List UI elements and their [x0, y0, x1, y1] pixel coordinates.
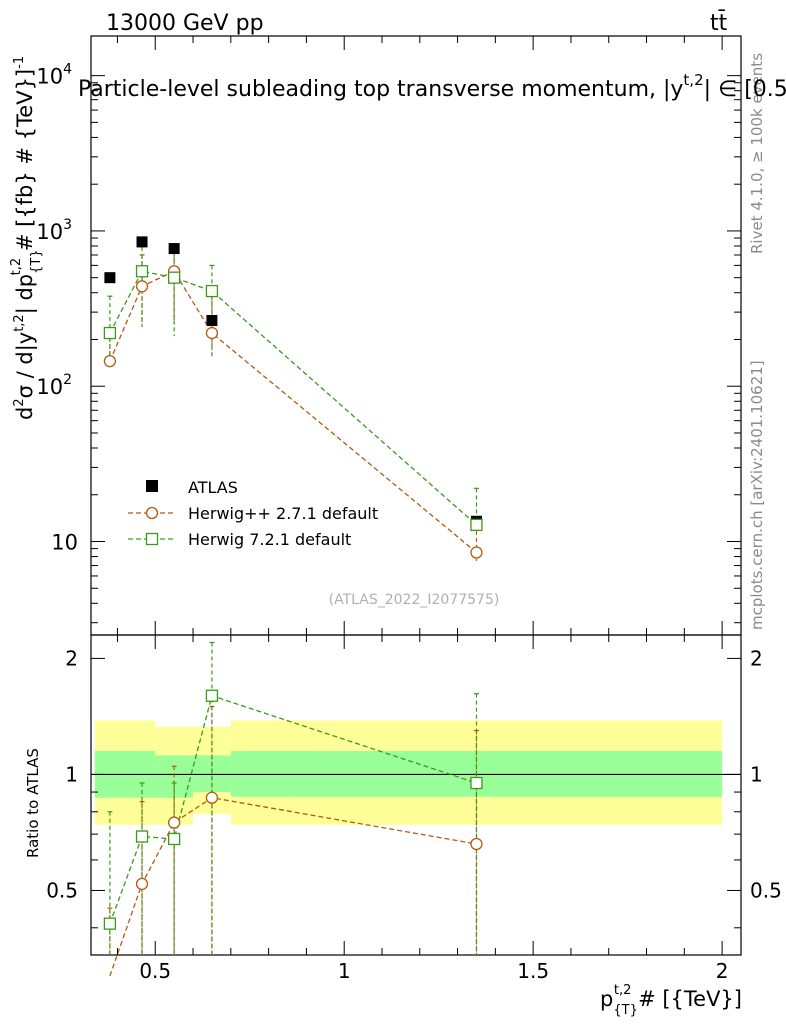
ratio-point-herwigpp	[470, 837, 483, 851]
ratio-ylabel: Ratio to ATLAS	[24, 748, 42, 858]
main-point-herwig7	[135, 265, 149, 278]
energy-label: 13000 GeV pp	[106, 11, 264, 36]
legend-marker-herwig7	[145, 532, 159, 546]
main-ylabel: d2σ / d|yt,2| dp{T}t,2 # [{fb} # {TeV}]-…	[9, 56, 44, 420]
main-ticks-layer: 10 102 103 104	[36, 36, 741, 635]
main-series-layer	[103, 236, 483, 561]
mcplots-label: mcplots.cern.ch [arXiv:2401.10621]	[748, 360, 766, 630]
ratio-ytick-label-right: 0.5	[750, 878, 782, 902]
ratio-point-herwig7	[167, 832, 181, 846]
ratio-ytick-label-left: 2	[65, 646, 78, 670]
legend-label-atlas: ATLAS	[188, 478, 238, 497]
legend-label-herwigpp: Herwig++ 2.7.1 default	[188, 504, 378, 523]
main-point-herwigpp	[205, 326, 219, 340]
ratio-point-herwig7	[470, 776, 483, 790]
ratio-ytick-label-left: 0.5	[46, 878, 78, 902]
main-point-herwig7	[167, 271, 181, 284]
main-point-atlas	[206, 314, 218, 326]
ratio-point-herwigpp	[205, 791, 219, 804]
main-ytick-label: 102	[36, 372, 72, 399]
ratio-point-herwig7	[205, 689, 219, 702]
ratio-xtick-label: 1	[338, 959, 351, 983]
main-point-herwigpp	[135, 280, 149, 293]
main-title: Particle-level subleading top transverse…	[78, 71, 786, 102]
ratio-xtick-label: 0.5	[139, 959, 171, 983]
legend-marker-atlas	[146, 480, 158, 492]
ratio-ytick-label-right: 2	[750, 646, 763, 670]
main-line-herwig7	[109, 270, 477, 526]
legend-label-herwig7: Herwig 7.2.1 default	[188, 530, 351, 549]
process-label: tt̄	[710, 10, 728, 36]
ratio-point-herwig7	[135, 830, 149, 843]
ratio-xtick-label: 2	[716, 959, 729, 983]
main-point-herwig7	[205, 284, 219, 298]
main-point-atlas	[168, 243, 180, 255]
ratio-ytick-label-right: 1	[750, 762, 763, 786]
ratio-frame	[90, 634, 742, 956]
ratio-ytick-label-left: 1	[65, 762, 78, 786]
ratio-point-herwig7	[103, 917, 117, 930]
main-ytick-label: 103	[36, 217, 72, 244]
main-point-herwigpp	[470, 546, 483, 559]
rivet-version-label: Rivet 4.1.0, ≥ 100k events	[748, 53, 766, 254]
main-ytick-label: 10	[51, 531, 78, 555]
main-point-herwig7	[470, 518, 483, 532]
ratio-line-herwigpp	[109, 797, 477, 977]
ratio-panel	[90, 634, 742, 956]
legend: ATLAS Herwig++ 2.7.1 default Herwig 7.2.…	[128, 478, 378, 549]
ratio-point-herwigpp	[135, 877, 149, 891]
x-axis-label: p{T}t,2 # [{TeV}]	[600, 983, 742, 1018]
main-ytick-label: 104	[36, 62, 72, 89]
ratio-ticks-layer: 0.5 0.5 1 1 2 2 0.5 1 1.5 2	[46, 635, 782, 983]
ratio-point-herwigpp	[167, 816, 181, 829]
ratio-series-layer	[103, 641, 483, 977]
legend-marker-herwigpp	[145, 506, 159, 520]
main-point-herwigpp	[103, 355, 117, 368]
main-point-atlas	[136, 236, 148, 248]
main-point-herwig7	[103, 326, 117, 340]
reference-label: (ATLAS_2022_I2077575)	[329, 592, 500, 608]
main-point-atlas	[104, 272, 116, 284]
ratio-xtick-label: 1.5	[517, 959, 549, 983]
